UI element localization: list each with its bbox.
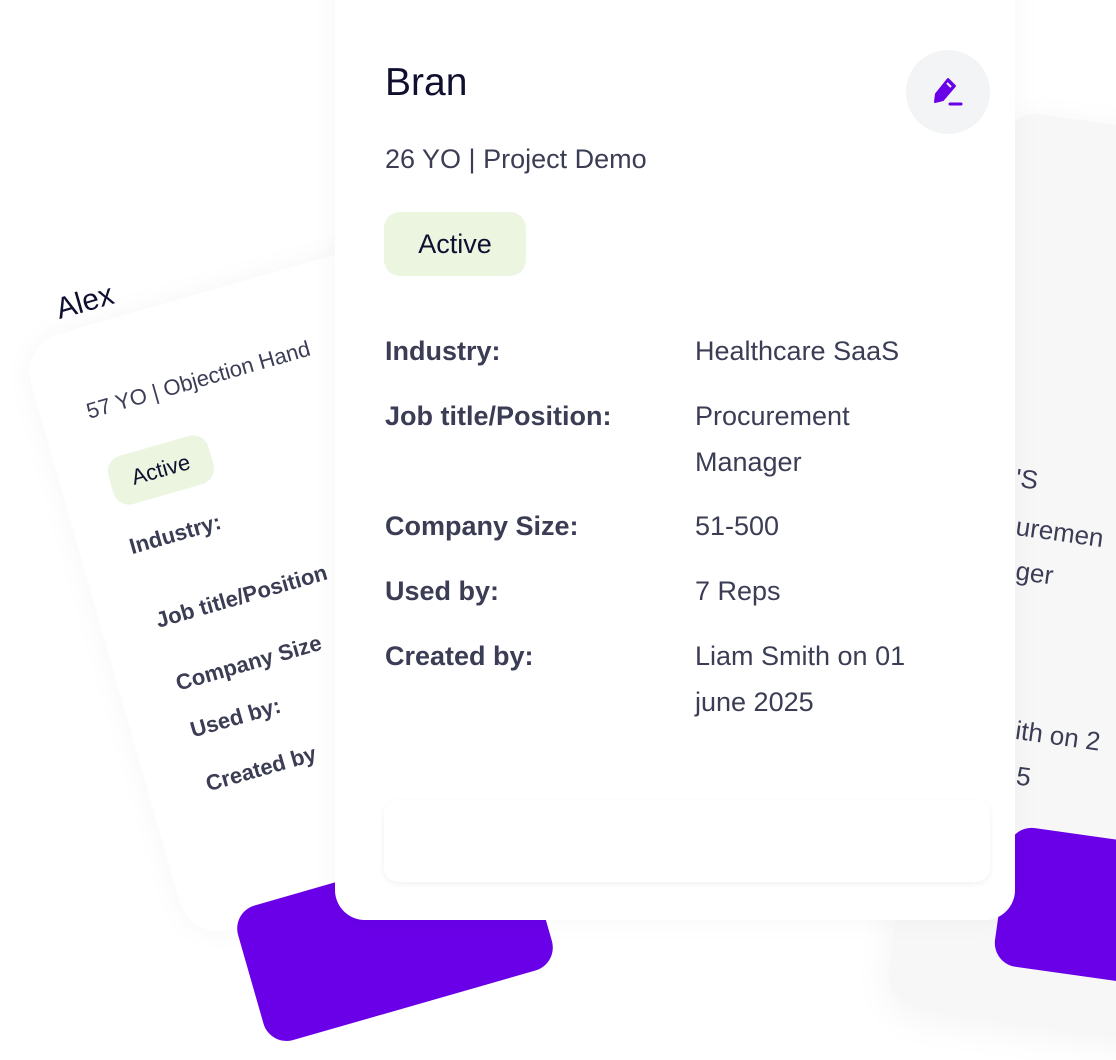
right-card-created-value: ith on 2 <box>1013 714 1103 757</box>
field-value: Liam Smith on 01 june 2025 <box>695 641 906 717</box>
edit-button[interactable] <box>906 50 990 134</box>
left-card-subtitle: 57 YO | Objection Hand <box>83 335 313 424</box>
left-card-label-industry: Industry: <box>126 509 224 560</box>
field-value: Procurement Manager <box>695 401 850 477</box>
field-value: Healthcare SaaS <box>695 336 900 366</box>
left-card-label-used-by: Used by: <box>187 692 284 743</box>
left-card-label-created-by: Created by <box>202 740 320 797</box>
field-label: Created by: <box>385 641 534 671</box>
field-value: 51-500 <box>695 511 780 541</box>
field-label: Used by: <box>385 576 500 606</box>
persona-name: Bran <box>385 61 468 104</box>
field-label: Industry: <box>385 336 501 366</box>
field-label: Company Size: <box>385 511 579 541</box>
left-card-label-job: Job title/Position <box>152 559 331 633</box>
field-label: Job title/Position: <box>385 401 612 431</box>
right-card-job-value-2: ger <box>1013 555 1056 591</box>
persona-subtitle: 26 YO | Project Demo <box>385 144 647 174</box>
field-value: 7 Reps <box>695 576 781 606</box>
left-card-status-badge: Active <box>104 431 218 509</box>
right-card-job-value: uremen <box>1014 511 1106 554</box>
status-badge: Active <box>384 212 526 276</box>
left-card-label-company-size: Company Size <box>172 630 325 696</box>
pencil-icon <box>934 78 963 106</box>
left-card-name: Alex <box>52 278 118 326</box>
persona-card-main: Bran 26 YO | Project Demo Active Industr… <box>335 0 1015 920</box>
right-card-industry-value: 'S <box>1013 462 1041 496</box>
card-footer-panel <box>384 800 990 882</box>
right-card-created-value-2: 5 <box>1014 760 1033 793</box>
